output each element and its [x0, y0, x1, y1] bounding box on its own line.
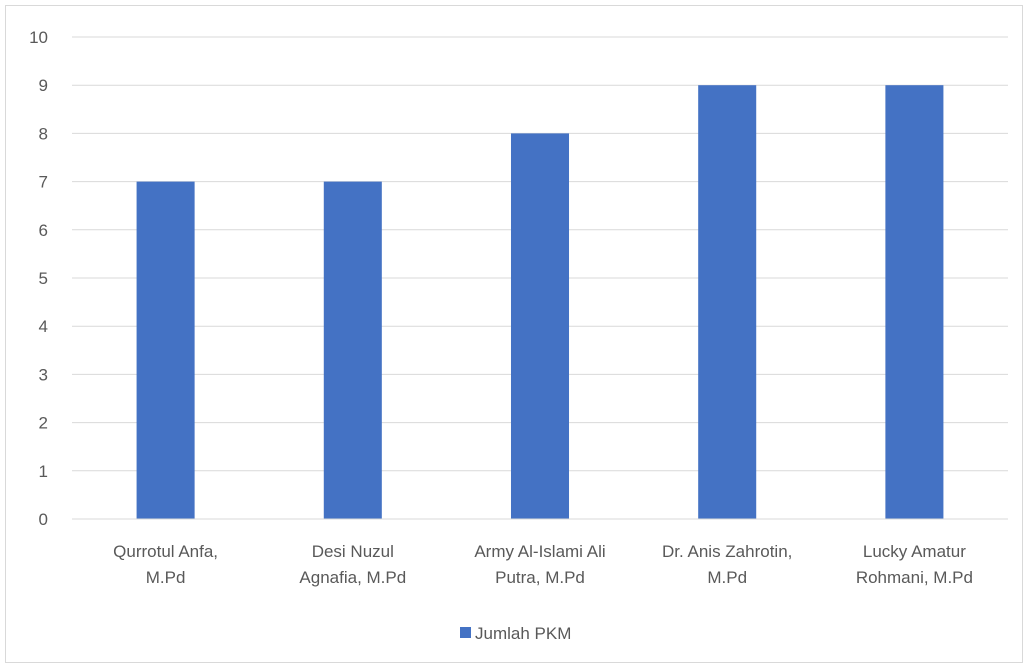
- bar: [698, 85, 757, 519]
- bar: [136, 181, 195, 519]
- gridlines: [72, 36, 1008, 472]
- x-category-label: Dr. Anis Zahrotin,: [662, 542, 792, 561]
- y-tick-label: 5: [39, 269, 48, 288]
- legend-swatch-jumlah-pkm: [460, 627, 471, 638]
- legend-label-jumlah-pkm: Jumlah PKM: [475, 624, 571, 643]
- x-category-label: M.Pd: [146, 568, 186, 587]
- bar: [510, 133, 570, 519]
- y-tick-label: 4: [39, 317, 48, 336]
- bar: [323, 181, 382, 519]
- y-tick-label: 3: [39, 365, 48, 384]
- x-category-label: Putra, M.Pd: [495, 568, 585, 587]
- x-category-label: M.Pd: [707, 568, 747, 587]
- bars: [136, 85, 944, 519]
- y-tick-label: 9: [39, 76, 48, 95]
- y-tick-label: 2: [39, 414, 48, 433]
- y-tick-label: 1: [39, 462, 48, 481]
- x-category-label: Desi Nuzul: [312, 542, 394, 561]
- x-category-label: Qurrotul Anfa,: [113, 542, 218, 561]
- y-tick-label: 7: [39, 173, 48, 192]
- legend: Jumlah PKM: [460, 624, 571, 643]
- x-category-label: Agnafia, M.Pd: [299, 568, 406, 587]
- x-category-label: Rohmani, M.Pd: [856, 568, 973, 587]
- y-tick-label: 8: [39, 124, 48, 143]
- x-category-label: Army Al-Islami Ali: [474, 542, 605, 561]
- bar: [885, 85, 944, 519]
- x-axis-category-labels: Qurrotul Anfa, M.Pd Desi Nuzul Agnafia, M.P…: [113, 542, 973, 587]
- y-axis-tick-labels: 0 1 2 3 4 5 6 7 8 9 10: [29, 28, 48, 529]
- y-tick-label: 0: [39, 510, 48, 529]
- y-tick-label: 6: [39, 221, 48, 240]
- y-tick-label: 10: [29, 28, 48, 47]
- x-category-label: Lucky Amatur: [863, 542, 966, 561]
